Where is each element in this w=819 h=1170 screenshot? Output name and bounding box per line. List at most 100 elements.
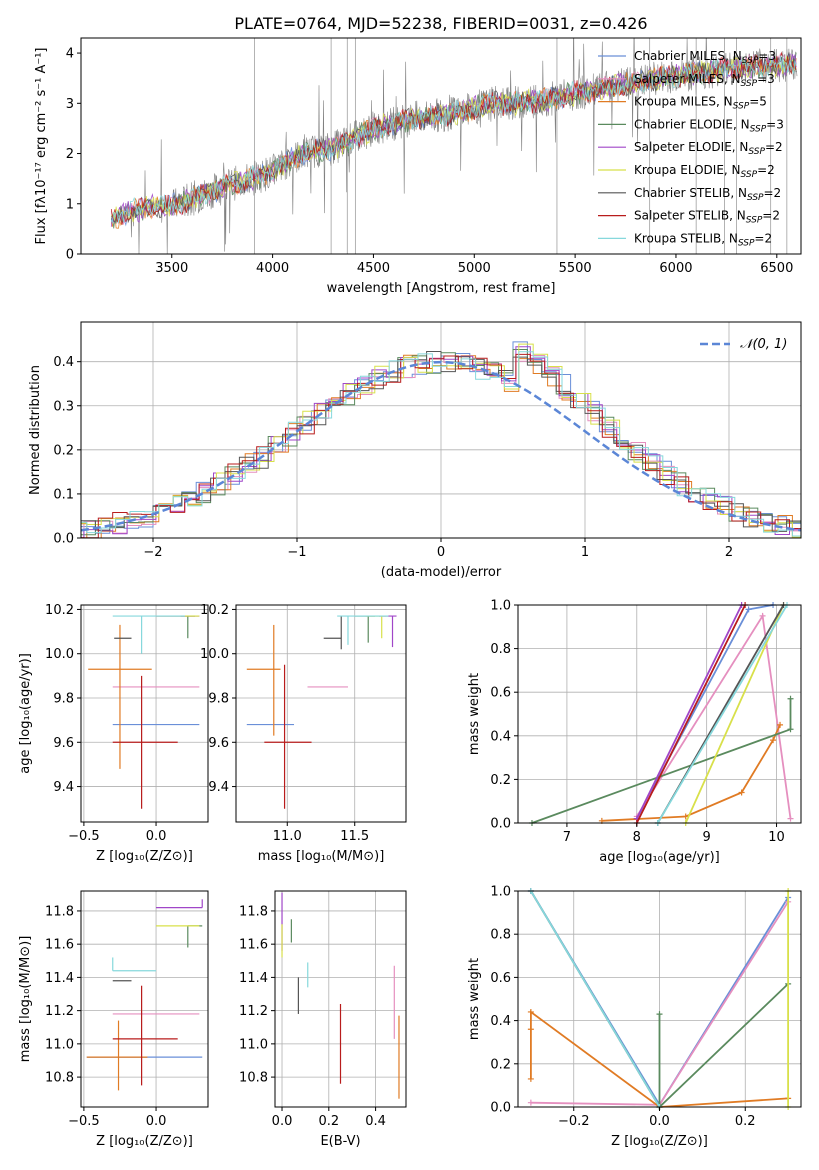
- x-tick-label: 0.4: [365, 1114, 386, 1129]
- mass-weight-line: [531, 698, 792, 824]
- residual-histogram: [81, 351, 801, 532]
- legend-entry: 𝒩(0, 1): [740, 337, 787, 352]
- plus-marker: [787, 695, 794, 702]
- legend-entry: Chabrier MILES, NSSP=3: [634, 49, 776, 66]
- y-tick-label: 10.8: [239, 1071, 268, 1086]
- x-axis-label: wavelength [Angstrom, rest frame]: [327, 281, 556, 296]
- spectrum-panel: 3500 4000 4500 5000 5500 6000 6500 0 1 2 3 4 wavelen…: [34, 37, 802, 296]
- age-vs-mass-panel: 11.0 11.5 9.4 9.6 9.8 10.0 10.2 mass [log₁₀(M/M…: [200, 603, 407, 864]
- y-tick-label: 11.0: [45, 1037, 74, 1052]
- y-tick-label: 0.8: [490, 928, 511, 943]
- legend-entry: Salpeter STELIB, NSSP=2: [634, 209, 780, 226]
- massweight-vs-Z-panel: −0.2 0.0 0.2 0.0 0.2 0.4 0.6 0.8 1.0 Z [log₁₀(Z/Z…: [467, 885, 802, 1149]
- y-axis-label: Normed distribution: [28, 365, 43, 495]
- x-tick-label: 11.0: [273, 829, 302, 844]
- y-tick-label: 0.2: [53, 443, 74, 458]
- y-tick-label: 1: [66, 197, 74, 212]
- mass-vs-Z-panel: −0.5 0.0 10.8 11.0 11.2 11.4 11.6 11.8 Z [log₁₀(…: [18, 890, 209, 1149]
- y-tick-label: 0.2: [490, 1057, 511, 1072]
- x-tick-label: 6500: [760, 261, 793, 276]
- x-tick-label: 0.2: [735, 1114, 756, 1129]
- y-tick-label: 0.6: [490, 686, 511, 701]
- axes-frame: [80, 890, 209, 1108]
- legend-entry: Kroupa ELODIE, NSSP=2: [634, 163, 775, 180]
- y-tick-label: 11.8: [45, 904, 74, 919]
- x-axis-label: Z [log₁₀(Z/Z⊙)]: [611, 1134, 708, 1149]
- x-tick-label: 8: [633, 830, 641, 845]
- plus-marker: [787, 815, 794, 822]
- y-axis-label: mass [log₁₀(M/M⊙)]: [18, 936, 33, 1063]
- x-axis-label: mass [log₁₀(M/M⊙)]: [258, 849, 385, 864]
- mass-weight-line: [636, 604, 774, 820]
- massweight-vs-age-panel: 7 8 9 10 0.0 0.2 0.4 0.6 0.8 1.0 age [log₁₀(age/yr…: [467, 599, 802, 865]
- x-tick-label: 9: [703, 830, 711, 845]
- legend-entry: Salpeter ELODIE, NSSP=2: [634, 140, 783, 157]
- x-axis-label: age [log₁₀(age/yr)]: [599, 850, 720, 865]
- y-tick-label: 9.8: [53, 692, 74, 707]
- x-axis-label: Z [log₁₀(Z/Z⊙)]: [96, 1134, 193, 1149]
- residual-histogram: [81, 353, 801, 538]
- plus-marker: [777, 721, 784, 728]
- y-tick-label: 0.6: [490, 971, 511, 986]
- legend-entry: Kroupa STELIB, NSSP=2: [634, 231, 772, 248]
- x-axis-label: E(B-V): [320, 1134, 360, 1149]
- x-tick-label: 0: [437, 545, 445, 560]
- x-tick-label: 0.0: [649, 1114, 670, 1129]
- spectrum-lines: [110, 38, 798, 254]
- y-tick-label: 10.2: [200, 603, 229, 618]
- y-tick-label: 11.2: [45, 1004, 74, 1019]
- plus-marker: [738, 789, 745, 796]
- x-tick-label: 4500: [357, 261, 390, 276]
- age-vs-Z-panel: −0.5 0.0 9.4 9.6 9.8 10.0 10.2 Z [log₁₀(Z/Z⊙)] a…: [18, 603, 209, 864]
- y-tick-label: 2: [66, 147, 74, 162]
- mass-weight-line: [636, 613, 792, 819]
- axes-frame: [517, 604, 802, 824]
- y-axis-label: Flux [fλ10⁻¹⁷ erg cm⁻² s⁻¹ A⁻¹]: [34, 48, 49, 245]
- y-tick-label: 0.0: [490, 817, 511, 832]
- y-tick-label: 10.8: [45, 1071, 74, 1086]
- x-tick-label: 5000: [458, 261, 491, 276]
- spectrum-legend: Chabrier MILES, NSSP=3 Salpeter MILES, NS…: [598, 49, 784, 248]
- x-tick-label: 3500: [155, 261, 188, 276]
- plus-marker: [787, 726, 794, 733]
- plus-marker: [759, 612, 766, 619]
- y-tick-label: 0: [66, 248, 74, 263]
- y-tick-label: 0.3: [53, 399, 74, 414]
- y-tick-label: 9.4: [208, 780, 229, 795]
- y-tick-label: 0.1: [53, 487, 74, 502]
- x-tick-label: 6000: [659, 261, 692, 276]
- x-tick-label: −1: [287, 545, 306, 560]
- x-tick-label: 1: [581, 545, 589, 560]
- x-tick-label: −0.5: [68, 829, 100, 844]
- mass-weight-line: [635, 604, 743, 819]
- y-tick-label: 9.8: [208, 692, 229, 707]
- mass-weight-line: [530, 890, 661, 1108]
- x-axis-label: (data-model)/error: [381, 565, 502, 580]
- x-tick-label: 4000: [256, 261, 289, 276]
- x-tick-label: −0.5: [68, 1114, 100, 1129]
- plus-marker: [527, 1008, 534, 1015]
- x-tick-label: 0.0: [146, 829, 167, 844]
- x-tick-label: 5500: [559, 261, 592, 276]
- y-tick-label: 11.0: [239, 1037, 268, 1052]
- y-tick-label: 0.2: [490, 773, 511, 788]
- legend-entry: Chabrier STELIB, NSSP=2: [634, 186, 781, 203]
- y-axis-label: mass weight: [467, 958, 482, 1040]
- mass-weight-line: [635, 604, 746, 824]
- y-tick-label: 10.0: [200, 647, 229, 662]
- legend-entry: Chabrier ELODIE, NSSP=3: [634, 117, 784, 134]
- axes-frame: [80, 37, 802, 255]
- figure-title: PLATE=0764, MJD=52238, FIBERID=0031, z=0…: [234, 14, 647, 33]
- y-tick-label: 9.6: [208, 736, 229, 751]
- y-axis-label: mass weight: [467, 673, 482, 755]
- y-tick-label: 4: [66, 47, 74, 62]
- plus-marker: [656, 1011, 663, 1018]
- x-tick-label: 0.2: [318, 1114, 339, 1129]
- y-tick-label: 11.6: [239, 938, 268, 953]
- x-tick-label: −2: [143, 545, 162, 560]
- plus-marker: [770, 737, 777, 744]
- y-tick-label: 9.6: [53, 736, 74, 751]
- axes-frame: [235, 604, 407, 823]
- model-fit-line: [110, 55, 797, 224]
